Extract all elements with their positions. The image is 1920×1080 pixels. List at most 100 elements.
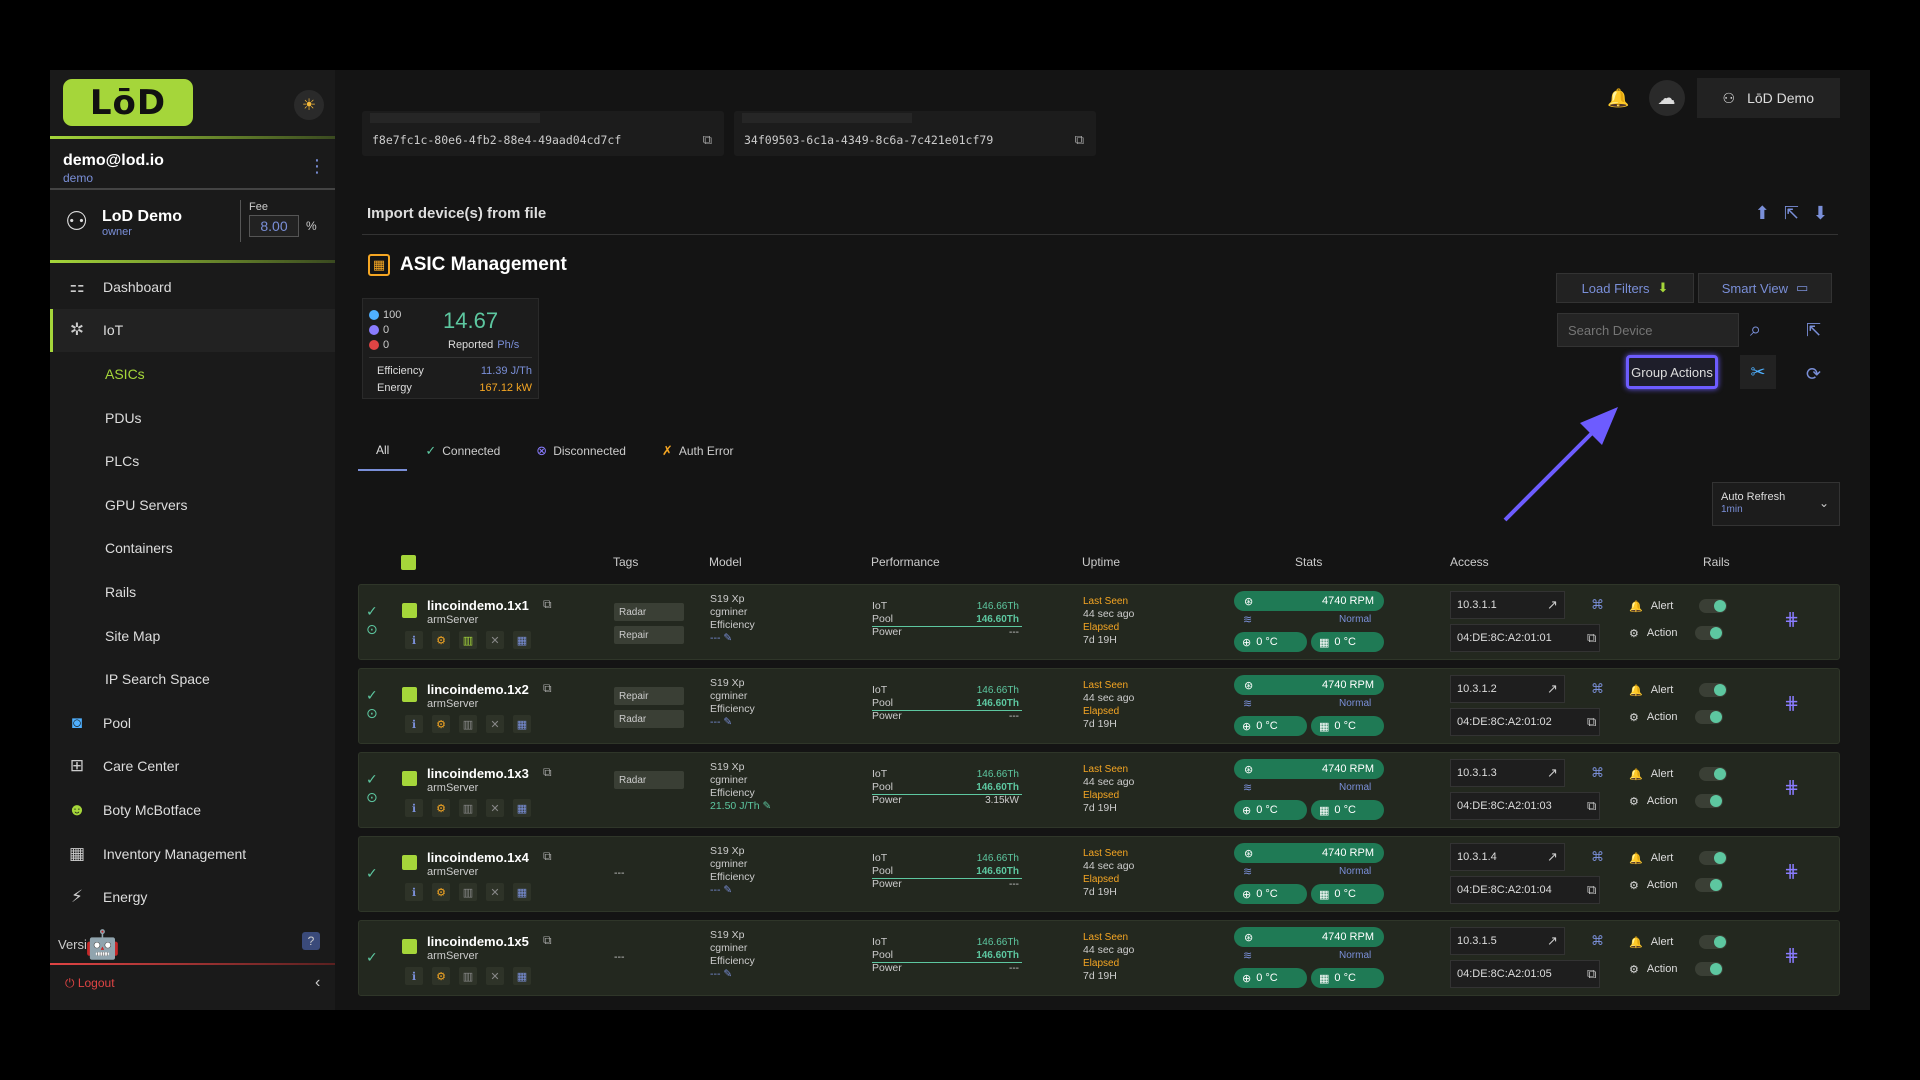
- table-row[interactable]: ✓ lincoindemo.1x4 ⧉ armServer ℹ ⚙ ▥ ✕ ▦ …: [358, 836, 1840, 912]
- action-toggle[interactable]: [1694, 794, 1723, 808]
- mac-address[interactable]: 04:DE:8C:A2:01:05: [1450, 960, 1600, 988]
- auto-refresh-select[interactable]: Auto Refresh 1min ⌄: [1712, 482, 1840, 526]
- copy-icon[interactable]: ⧉: [543, 849, 552, 863]
- bell-icon[interactable]: 🔔: [1607, 87, 1630, 108]
- rails-grid-icon[interactable]: ⋕: [1784, 945, 1800, 965]
- copy-icon[interactable]: ⧉: [543, 597, 552, 611]
- calendar-icon[interactable]: ▦: [513, 631, 531, 649]
- logout-button[interactable]: ⏻ Logout: [65, 976, 115, 990]
- copy-icon[interactable]: ⧉: [702, 132, 712, 147]
- tag-badge[interactable]: Radar: [614, 771, 684, 789]
- fingerprint-icon[interactable]: ⌘: [1591, 933, 1604, 948]
- nav-item-dashboard[interactable]: ⚏ Dashboard: [50, 265, 335, 309]
- edit-icon[interactable]: ✎: [723, 716, 733, 728]
- layout-icon[interactable]: ▥: [459, 799, 477, 817]
- device-name[interactable]: lincoindemo.1x4: [427, 850, 529, 865]
- layout-icon[interactable]: ▥: [459, 715, 477, 733]
- copy-icon[interactable]: ⧉: [1074, 132, 1084, 147]
- info-icon[interactable]: ℹ: [405, 883, 423, 901]
- mac-address[interactable]: 04:DE:8C:A2:01:04: [1450, 876, 1600, 904]
- copy-icon[interactable]: ⧉: [1587, 714, 1597, 729]
- settings-icon[interactable]: ⚙: [432, 799, 450, 817]
- edit-icon[interactable]: ✎: [723, 632, 733, 644]
- device-name[interactable]: lincoindemo.1x3: [427, 766, 529, 781]
- ip-address[interactable]: 10.3.1.3: [1450, 759, 1565, 787]
- nav-item-inventory[interactable]: ▦ Inventory Management: [50, 832, 335, 876]
- load-filters-button[interactable]: Load Filters ⬇: [1556, 273, 1694, 303]
- tools-off-icon[interactable]: ✕: [486, 715, 504, 733]
- alert-toggle[interactable]: [1698, 851, 1727, 865]
- table-row[interactable]: ✓ ⊙ lincoindemo.1x3 ⧉ armServer ℹ ⚙ ▥ ✕ …: [358, 752, 1840, 828]
- row-checkbox[interactable]: [402, 687, 417, 702]
- mac-address[interactable]: 04:DE:8C:A2:01:03: [1450, 792, 1600, 820]
- copy-icon[interactable]: ⧉: [1587, 798, 1597, 813]
- search-icon[interactable]: ⌕: [1750, 319, 1762, 341]
- fingerprint-icon[interactable]: ⌘: [1591, 597, 1604, 612]
- cloud-upload-icon[interactable]: ☁: [1648, 80, 1685, 116]
- share-icon[interactable]: ⇱: [1783, 203, 1799, 223]
- alert-toggle[interactable]: [1698, 767, 1727, 781]
- action-toggle[interactable]: [1694, 878, 1723, 892]
- edit-icon[interactable]: ✎: [723, 884, 733, 896]
- nav-item-gpu-servers[interactable]: GPU Servers: [105, 496, 188, 513]
- layout-icon[interactable]: ▥: [459, 883, 477, 901]
- select-all-checkbox[interactable]: [401, 555, 416, 570]
- nav-item-iot[interactable]: ✲ IoT: [50, 308, 335, 353]
- table-row[interactable]: ✓ lincoindemo.1x5 ⧉ armServer ℹ ⚙ ▥ ✕ ▦ …: [358, 920, 1840, 996]
- alert-toggle[interactable]: [1698, 935, 1727, 949]
- nav-item-pool[interactable]: ◙ Pool: [50, 701, 335, 745]
- copy-icon[interactable]: ⧉: [1587, 630, 1597, 645]
- header-uptime[interactable]: Uptime: [1082, 555, 1121, 569]
- copy-icon[interactable]: ⧉: [1587, 882, 1597, 897]
- fingerprint-icon[interactable]: ⌘: [1591, 849, 1604, 864]
- tab-all[interactable]: All: [358, 430, 408, 471]
- header-access[interactable]: Access: [1450, 555, 1489, 569]
- nav-item-containers[interactable]: Containers: [105, 540, 173, 557]
- header-model[interactable]: Model: [709, 555, 742, 569]
- external-link-icon[interactable]: ↗: [1547, 765, 1558, 780]
- nav-item-ip-search[interactable]: IP Search Space: [105, 671, 210, 688]
- refresh-icon[interactable]: ⟳: [1806, 364, 1822, 384]
- header-stats[interactable]: Stats: [1295, 555, 1323, 569]
- table-row[interactable]: ✓ ⊙ lincoindemo.1x1 ⧉ armServer ℹ ⚙ ▥ ✕ …: [358, 584, 1840, 660]
- info-icon[interactable]: ℹ: [405, 715, 423, 733]
- tools-off-icon[interactable]: ✕: [486, 883, 504, 901]
- tab-auth-error[interactable]: ✗ Auth Error: [644, 430, 752, 471]
- external-link-icon[interactable]: ↗: [1547, 849, 1558, 864]
- settings-icon[interactable]: ⚙: [432, 715, 450, 733]
- tag-badge[interactable]: Repair: [614, 687, 684, 705]
- mac-address[interactable]: 04:DE:8C:A2:01:01: [1450, 624, 1600, 652]
- kebab-menu-icon[interactable]: ⋮: [308, 156, 326, 176]
- layout-icon[interactable]: ▥: [459, 967, 477, 985]
- tab-disconnected[interactable]: ⊗ Disconnected: [518, 430, 644, 471]
- download-icon[interactable]: ⬇: [1812, 203, 1828, 223]
- smart-view-button[interactable]: Smart View ▭: [1698, 273, 1832, 303]
- action-toggle[interactable]: [1694, 626, 1723, 640]
- copy-icon[interactable]: ⧉: [543, 681, 552, 695]
- header-rails[interactable]: Rails: [1703, 555, 1730, 569]
- row-checkbox[interactable]: [402, 855, 417, 870]
- ip-address[interactable]: 10.3.1.5: [1450, 927, 1565, 955]
- settings-icon[interactable]: ⚙: [432, 967, 450, 985]
- tag-badge[interactable]: Repair: [614, 626, 684, 644]
- calendar-icon[interactable]: ▦: [513, 967, 531, 985]
- external-link-icon[interactable]: ↗: [1547, 597, 1558, 612]
- upload-icon[interactable]: ⬆: [1754, 203, 1770, 223]
- calendar-icon[interactable]: ▦: [513, 799, 531, 817]
- calendar-icon[interactable]: ▦: [513, 715, 531, 733]
- tools-icon[interactable]: ✂: [1740, 355, 1776, 389]
- layout-icon[interactable]: ▥: [459, 631, 477, 649]
- fingerprint-icon[interactable]: ⌘: [1591, 765, 1604, 780]
- brand-logo[interactable]: LōD: [63, 79, 193, 126]
- external-link-icon[interactable]: ↗: [1547, 681, 1558, 696]
- nav-item-asics[interactable]: ASICs: [105, 365, 145, 382]
- help-icon[interactable]: ?: [302, 932, 320, 950]
- rails-grid-icon[interactable]: ⋕: [1784, 609, 1800, 629]
- calendar-icon[interactable]: ▦: [513, 883, 531, 901]
- alert-toggle[interactable]: [1698, 599, 1727, 613]
- bot-avatar-icon[interactable]: 🤖: [85, 929, 120, 960]
- export-icon[interactable]: ⇱: [1806, 320, 1822, 340]
- device-name[interactable]: lincoindemo.1x5: [427, 934, 529, 949]
- tools-off-icon[interactable]: ✕: [486, 799, 504, 817]
- rails-grid-icon[interactable]: ⋕: [1784, 861, 1800, 881]
